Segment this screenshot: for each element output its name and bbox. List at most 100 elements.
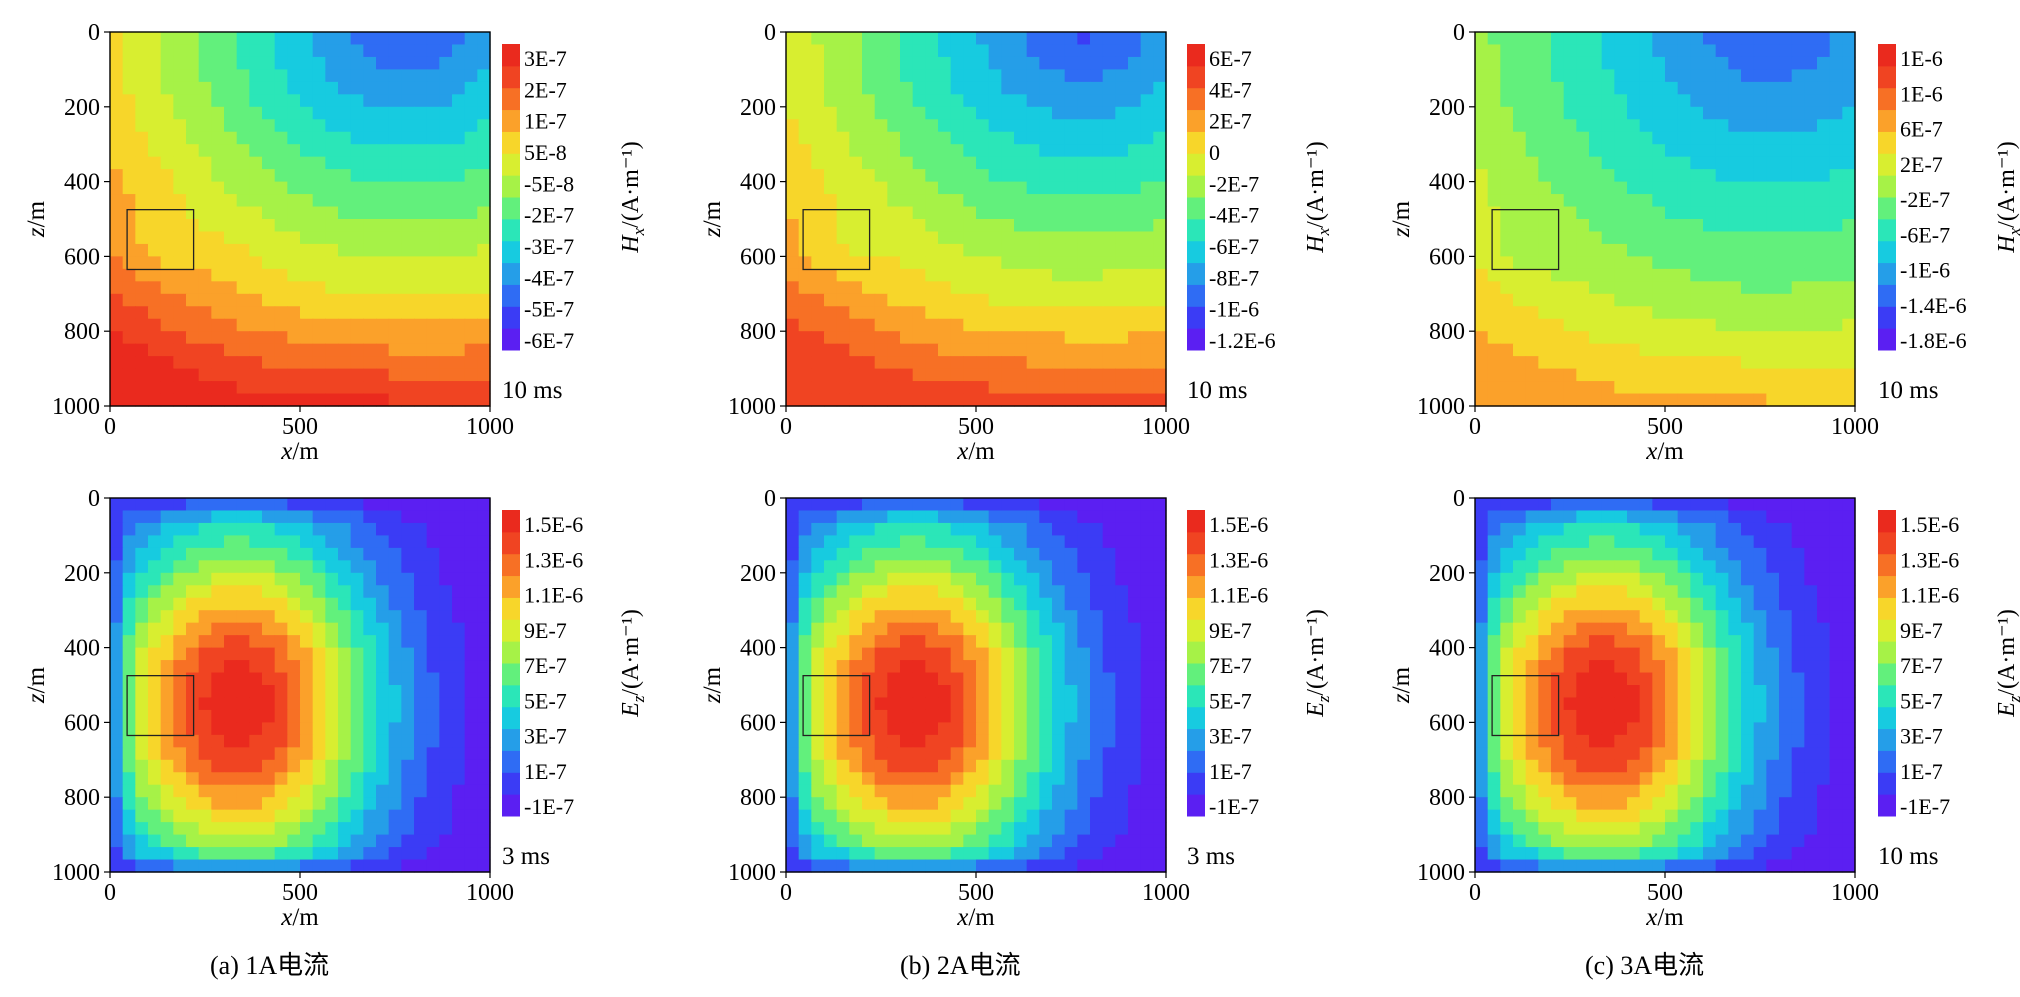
heatmap-cell bbox=[351, 722, 364, 735]
heatmap-cell bbox=[161, 498, 174, 511]
heatmap-cell bbox=[363, 82, 376, 95]
heatmap-cell bbox=[1792, 331, 1805, 344]
heatmap-cell bbox=[1804, 244, 1817, 257]
heatmap-cell bbox=[1728, 69, 1741, 82]
heatmap-cell bbox=[1703, 157, 1716, 170]
heatmap-cell bbox=[951, 535, 964, 548]
heatmap-cell bbox=[989, 498, 1002, 511]
heatmap-cell bbox=[1640, 281, 1653, 294]
heatmap-cell bbox=[1115, 598, 1128, 611]
heatmap-cell bbox=[862, 685, 875, 698]
heatmap-cell bbox=[439, 182, 452, 195]
colorbar-segment bbox=[1187, 685, 1205, 707]
heatmap-cell bbox=[262, 635, 275, 648]
heatmap-cell bbox=[249, 523, 262, 536]
heatmap-cell bbox=[963, 772, 976, 785]
heatmap-cell bbox=[976, 598, 989, 611]
heatmap-cell bbox=[1128, 560, 1141, 573]
heatmap-cell bbox=[1526, 69, 1539, 82]
heatmap-cell bbox=[325, 747, 338, 760]
heatmap-cell bbox=[1065, 548, 1078, 561]
heatmap-cell bbox=[110, 207, 123, 220]
heatmap-cell bbox=[1115, 132, 1128, 145]
heatmap-cell bbox=[1804, 219, 1817, 232]
heatmap-cell bbox=[1614, 306, 1627, 319]
heatmap-cell bbox=[351, 648, 364, 661]
heatmap-cell bbox=[976, 244, 989, 257]
heatmap-cell bbox=[249, 32, 262, 45]
heatmap-cell bbox=[351, 623, 364, 636]
heatmap-cell bbox=[427, 747, 440, 760]
heatmap-cell bbox=[338, 82, 351, 95]
heatmap-cell bbox=[465, 356, 478, 369]
heatmap-cell bbox=[1538, 585, 1551, 598]
heatmap-cell bbox=[325, 69, 338, 82]
heatmap-cell bbox=[224, 648, 237, 661]
heatmap-cell bbox=[1564, 269, 1577, 282]
heatmap-cell bbox=[161, 32, 174, 45]
heatmap-cell bbox=[1665, 294, 1678, 307]
colorbar-segment bbox=[502, 641, 520, 663]
heatmap-cell bbox=[224, 685, 237, 698]
heatmap-cell bbox=[1001, 573, 1014, 586]
heatmap-cell bbox=[1128, 94, 1141, 107]
heatmap-cell bbox=[135, 610, 148, 623]
heatmap-cell bbox=[1077, 119, 1090, 132]
heatmap-cell bbox=[465, 331, 478, 344]
heatmap-cell bbox=[824, 256, 837, 269]
heatmap-cell bbox=[925, 760, 938, 773]
heatmap-cell bbox=[900, 648, 913, 661]
heatmap-cell bbox=[1741, 369, 1754, 382]
heatmap-cell bbox=[199, 685, 212, 698]
heatmap-cell bbox=[837, 369, 850, 382]
heatmap-cell bbox=[1153, 219, 1166, 232]
heatmap-cell bbox=[1027, 231, 1040, 244]
heatmap-cell bbox=[477, 44, 490, 57]
heatmap-cell bbox=[1128, 710, 1141, 723]
heatmap-cell bbox=[123, 269, 136, 282]
heatmap-cell bbox=[963, 610, 976, 623]
heatmap-cell bbox=[1602, 560, 1615, 573]
colorbar-segment bbox=[1878, 131, 1896, 153]
heatmap-cell bbox=[123, 797, 136, 810]
heatmap-cell bbox=[249, 69, 262, 82]
heatmap-cell bbox=[287, 319, 300, 332]
heatmap-cell bbox=[287, 772, 300, 785]
heatmap-cell bbox=[148, 535, 161, 548]
heatmap-cell bbox=[1039, 785, 1052, 798]
heatmap-cell bbox=[837, 510, 850, 523]
heatmap-cell bbox=[811, 560, 824, 573]
heatmap-cell bbox=[963, 207, 976, 220]
heatmap-cell bbox=[414, 269, 427, 282]
heatmap-cell bbox=[824, 772, 837, 785]
heatmap-cell bbox=[1728, 523, 1741, 536]
heatmap-cell bbox=[913, 69, 926, 82]
heatmap-cell bbox=[913, 548, 926, 561]
heatmap-cell bbox=[161, 381, 174, 394]
heatmap-cell bbox=[1678, 394, 1691, 407]
heatmap-cell bbox=[799, 269, 812, 282]
heatmap-cell bbox=[799, 598, 812, 611]
heatmap-cell bbox=[1703, 107, 1716, 120]
heatmap-cell bbox=[963, 256, 976, 269]
heatmap-cell bbox=[1589, 207, 1602, 220]
heatmap-cell bbox=[1589, 194, 1602, 207]
heatmap-cell bbox=[1039, 722, 1052, 735]
heatmap-cell bbox=[287, 810, 300, 823]
heatmap-cell bbox=[1128, 119, 1141, 132]
heatmap-cell bbox=[1077, 598, 1090, 611]
heatmap-cell bbox=[862, 207, 875, 220]
heatmap-cell bbox=[1678, 306, 1691, 319]
heatmap-cell bbox=[811, 381, 824, 394]
heatmap-cell bbox=[414, 710, 427, 723]
heatmap-cell bbox=[824, 107, 837, 120]
heatmap-cell bbox=[389, 573, 402, 586]
heatmap-cell bbox=[1766, 306, 1779, 319]
heatmap-cell bbox=[1128, 747, 1141, 760]
heatmap-cell bbox=[1652, 69, 1665, 82]
heatmap-cell bbox=[161, 82, 174, 95]
heatmap-cell bbox=[875, 697, 888, 710]
heatmap-cell bbox=[427, 710, 440, 723]
heatmap-cell bbox=[824, 207, 837, 220]
heatmap-cell bbox=[148, 256, 161, 269]
